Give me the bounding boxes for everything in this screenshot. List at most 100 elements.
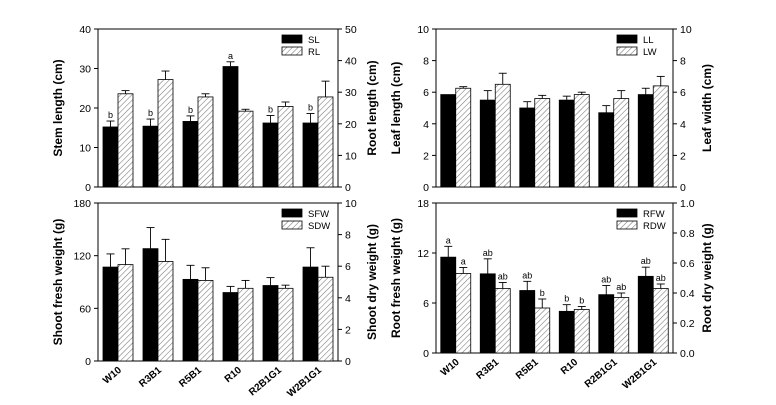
significance-label: a (446, 235, 451, 245)
bar-rfw (479, 273, 496, 354)
y-tick-label: 6 (423, 298, 429, 310)
chart-panel-root-weight: 0 6 12 18 0.0 0.2 0.4 0.6 0.8 1.0 Root fresh weigh… (389, 198, 714, 392)
y2-tick-label: 8 (680, 56, 686, 68)
plot-frame (435, 202, 674, 354)
y2-tick-label: 40 (345, 56, 357, 68)
legend-swatch-rfw (616, 208, 638, 218)
bar-lw (613, 98, 630, 188)
significance-label: ab (522, 270, 532, 280)
y2-tick-label: 0.4 (680, 288, 695, 300)
x-category-label: W2B1G1 (285, 365, 324, 400)
significance-label: b (308, 103, 313, 113)
bar-rl (317, 96, 334, 188)
bar-lw (455, 87, 472, 188)
bar-ll (637, 94, 654, 188)
y-tick-label: 0 (85, 182, 91, 194)
bar-lw (573, 94, 590, 188)
y-axis-title: Shoot fresh weight (g) (51, 219, 65, 346)
bar-rdw (494, 288, 511, 354)
y2-tick-label: 6 (680, 87, 686, 99)
y-tick-label: 180 (73, 198, 91, 210)
x-category-label: R5B1 (514, 357, 541, 382)
significance-label: ab (616, 282, 626, 292)
bar-sl (102, 126, 119, 188)
bar-rl (117, 93, 134, 188)
y2-tick-label: 0.0 (680, 348, 695, 360)
y2-tick-label: 10 (680, 24, 692, 36)
x-category-label: W2B1G1 (621, 357, 660, 392)
legend-label-rdw: RDW (643, 221, 666, 232)
significance-label: ab (483, 248, 493, 258)
bar-sfw (222, 292, 239, 362)
legend-label-lw: LW (643, 47, 657, 58)
y2-tick-label: 4 (345, 293, 351, 305)
y2-tick-label: 0.6 (680, 258, 695, 270)
y-tick-label: 0 (423, 182, 429, 194)
bar-rl (237, 110, 254, 188)
y2-tick-label: 0 (680, 182, 686, 194)
legend-swatch-sl (281, 34, 303, 44)
y2-tick-label: 50 (345, 24, 357, 36)
x-category-label: R2B1G1 (583, 357, 620, 391)
x-category-label: W10 (101, 365, 124, 387)
y2-tick-label: 2 (345, 324, 351, 336)
y-axis-title: Leaf length (cm) (389, 62, 403, 155)
bar-sdw (117, 264, 134, 362)
legend-label-sdw: SDW (308, 221, 330, 232)
chart-panel-leaf-length-width: 0 2 4 6 8 10 0 2 4 6 8 10 Leaf length (cm) Leaf width… (389, 24, 714, 194)
x-category-label: R5B1 (177, 365, 204, 390)
legend-swatch-lw (616, 46, 638, 56)
y-tick-label: 4 (423, 119, 429, 131)
bar-sfw (262, 285, 279, 362)
bar-sdw (277, 287, 294, 362)
chart-panel-shoot-weight: 0 60 120 180 0 2 4 6 8 10 Shoot fresh weight (g) Sh… (51, 198, 379, 400)
x-category-label: R3B1 (475, 357, 502, 382)
y2-tick-label: 6 (345, 261, 351, 273)
significance-label: b (268, 105, 273, 115)
bar-rdw (455, 273, 472, 354)
y-tick-label: 120 (73, 251, 91, 263)
y-tick-label: 40 (79, 24, 91, 36)
bar-lw (534, 98, 551, 188)
bar-sl (262, 122, 279, 188)
legend-swatch-sfw (281, 208, 303, 218)
significance-label: a (228, 51, 233, 61)
plot-frame (97, 202, 339, 362)
y2-axis-title: Leaf width (cm) (700, 64, 714, 152)
y2-axis-title: Root length (cm) (365, 60, 379, 155)
y2-tick-label: 1.0 (680, 198, 695, 210)
bar-rfw (519, 290, 536, 354)
y-tick-label: 18 (417, 198, 429, 210)
significance-label: ab (656, 273, 666, 283)
x-category-label: R3B1 (137, 365, 164, 390)
y-tick-label: 6 (423, 87, 429, 99)
significance-label: b (579, 296, 584, 306)
bar-sfw (182, 278, 199, 362)
significance-label: ab (498, 272, 508, 282)
bar-sfw (102, 266, 119, 362)
y2-tick-label: 0 (345, 356, 351, 368)
bar-ll (598, 112, 615, 188)
bar-rdw (534, 307, 551, 354)
chart-panel-stem-root-length: 0 10 20 30 40 0 10 20 30 40 50 Stem length (cm) Root… (51, 24, 379, 194)
x-category-label: W10 (439, 357, 462, 379)
legend-label-ll: LL (643, 35, 654, 46)
y2-tick-label: 0.8 (680, 228, 695, 240)
legend-swatch-ll (616, 34, 638, 44)
x-category-label: R10 (223, 365, 244, 386)
bar-rfw (637, 275, 654, 354)
y2-tick-label: 0 (345, 182, 351, 194)
bar-ll (440, 94, 457, 188)
y-tick-label: 12 (417, 248, 429, 260)
significance-label: b (148, 108, 153, 118)
y2-tick-label: 30 (345, 87, 357, 99)
y2-axis-title: Shoot dry weight (g) (365, 224, 379, 340)
y2-tick-label: 4 (680, 119, 686, 131)
x-category-label: R10 (559, 357, 580, 378)
bar-rdw (573, 309, 590, 354)
bar-sfw (302, 266, 319, 362)
y-axis-title: Stem length (cm) (51, 59, 65, 156)
significance-label: b (564, 294, 569, 304)
y2-tick-label: 2 (680, 150, 686, 162)
